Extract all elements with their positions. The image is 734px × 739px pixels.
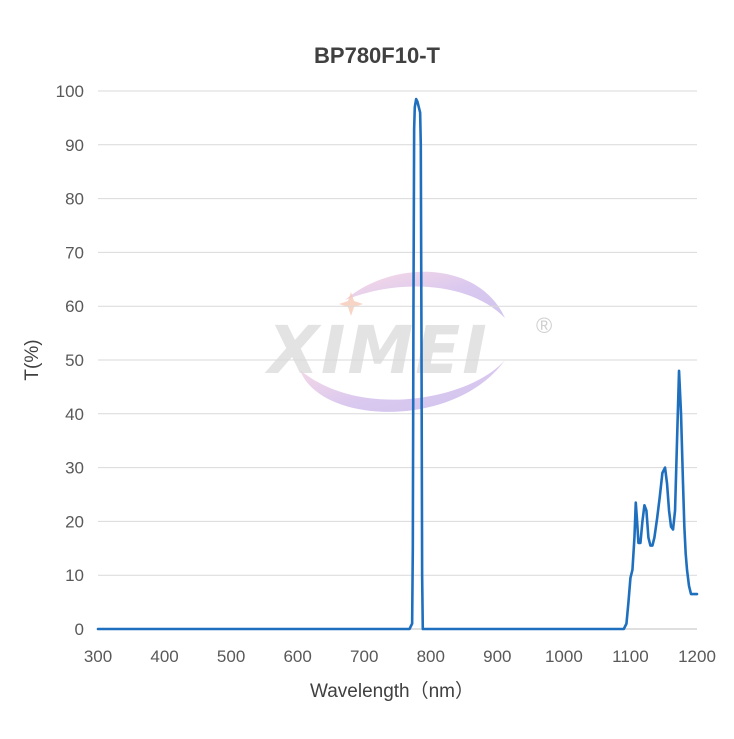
y-tick-label: 40 [65, 405, 84, 424]
y-tick-label: 30 [65, 459, 84, 478]
x-tick-label: 400 [150, 647, 178, 666]
watermark-logo: XIMEI ® [264, 271, 552, 412]
y-tick-label: 50 [65, 351, 84, 370]
x-tick-label: 700 [350, 647, 378, 666]
y-tick-label: 60 [65, 297, 84, 316]
x-tick-label: 1000 [545, 647, 583, 666]
x-tick-label: 300 [84, 647, 112, 666]
y-axis: 0 10 20 30 40 50 60 70 80 90 100 [56, 82, 84, 639]
watermark-star-icon [339, 292, 363, 316]
watermark-swoosh-top [345, 271, 505, 318]
y-tick-label: 0 [75, 620, 84, 639]
x-tick-label: 600 [283, 647, 311, 666]
x-tick-label: 800 [417, 647, 445, 666]
y-tick-label: 80 [65, 190, 84, 209]
chart-title: BP780F10-T [314, 43, 441, 68]
x-tick-label: 900 [483, 647, 511, 666]
watermark-text: XIMEI [264, 312, 489, 389]
y-tick-label: 20 [65, 512, 84, 531]
x-tick-label: 1100 [612, 647, 649, 666]
series-line-0 [96, 97, 699, 631]
y-tick-label: 100 [56, 82, 84, 101]
x-tick-label: 1200 [678, 647, 716, 666]
y-tick-label: 70 [65, 243, 84, 262]
y-axis-title: T(%) [22, 339, 43, 380]
watermark-registered-mark: ® [536, 313, 552, 338]
x-tick-label: 500 [217, 647, 245, 666]
x-axis: 300 400 500 600 700 800 900 1000 1100 1200 [84, 628, 716, 666]
y-tick-label: 90 [65, 136, 84, 155]
gridlines [98, 90, 697, 576]
plot-area [96, 97, 699, 631]
x-axis-title: Wavelength（nm） [310, 680, 474, 702]
y-tick-label: 10 [65, 566, 84, 585]
watermark-swoosh-bottom [300, 360, 505, 412]
